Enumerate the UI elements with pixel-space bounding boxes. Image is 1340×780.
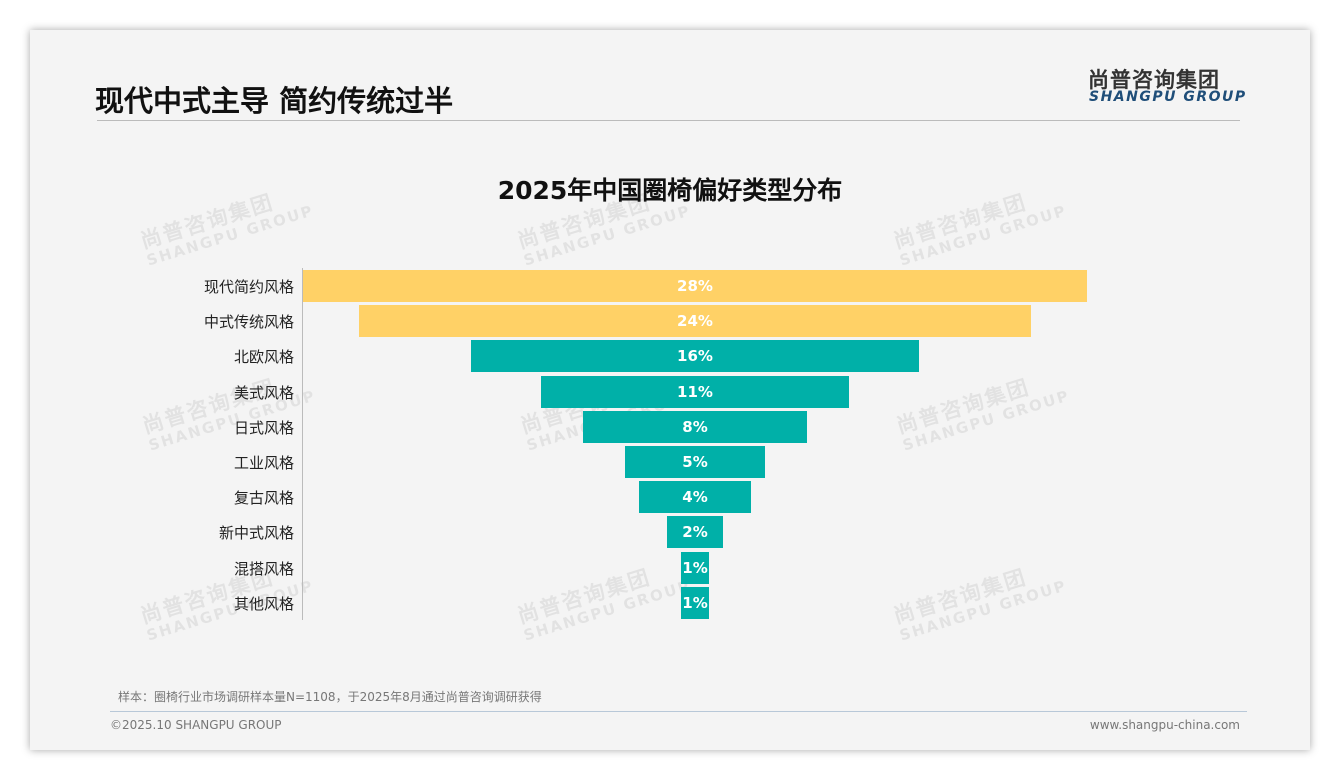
- data-label: 5%: [682, 453, 708, 471]
- data-label: 1%: [682, 593, 708, 612]
- funnel-bar: 1%: [681, 586, 709, 619]
- funnel-bar: 28%: [303, 270, 1087, 302]
- website-link[interactable]: www.shangpu-china.com: [1089, 718, 1240, 732]
- category-label: 中式传统风格: [203, 313, 294, 332]
- data-label: 4%: [682, 488, 708, 507]
- data-label: 8%: [682, 417, 708, 436]
- slide: 现代中式主导 简约传统过半 尚普咨询集团 SHANGPU GROUP 尚普咨询集…: [30, 30, 1310, 750]
- category-label: 复古风格: [233, 489, 294, 508]
- copyright: ©2025.10 SHANGPU GROUP: [110, 718, 282, 732]
- data-label: 1%: [682, 558, 708, 577]
- category-label: 日式风格: [233, 418, 294, 437]
- divider: [97, 120, 1240, 121]
- category-label: 新中式风格: [218, 524, 294, 543]
- data-label: 24%: [677, 312, 713, 331]
- category-label: 现代简约风格: [203, 278, 294, 296]
- funnel-bar: 11%: [541, 375, 849, 408]
- chart-title: 2025年中国圈椅偏好类型分布: [497, 176, 843, 205]
- data-label: 16%: [677, 347, 713, 366]
- category-label: 混搭风格: [233, 559, 294, 578]
- funnel-bar: 2%: [667, 516, 723, 549]
- category-axis: [302, 268, 303, 620]
- category-label: 美式风格: [233, 383, 294, 402]
- category-label: 北欧风格: [233, 348, 294, 367]
- category-label: 工业风格: [233, 454, 294, 472]
- footer-divider: [110, 711, 1247, 712]
- data-label: 2%: [682, 523, 708, 542]
- page-title: 现代中式主导 简约传统过半: [95, 84, 454, 118]
- funnel-bar: 16%: [471, 340, 919, 373]
- data-label: 11%: [677, 382, 713, 401]
- funnel-bar: 4%: [639, 481, 751, 514]
- logo-cn: 尚普咨询集团: [1088, 68, 1220, 92]
- funnel-bar: 8%: [583, 410, 807, 443]
- funnel-bar: 24%: [359, 305, 1031, 338]
- sample-note: 样本：圈椅行业市场调研样本量N=1108，于2025年8月通过尚普咨询调研获得: [118, 690, 542, 704]
- category-label: 其他风格: [233, 594, 294, 613]
- data-label: 28%: [677, 277, 713, 295]
- logo-en: SHANGPU GROUP: [1089, 89, 1247, 105]
- funnel-bar: 5%: [625, 446, 765, 478]
- funnel-bar: 1%: [681, 551, 709, 584]
